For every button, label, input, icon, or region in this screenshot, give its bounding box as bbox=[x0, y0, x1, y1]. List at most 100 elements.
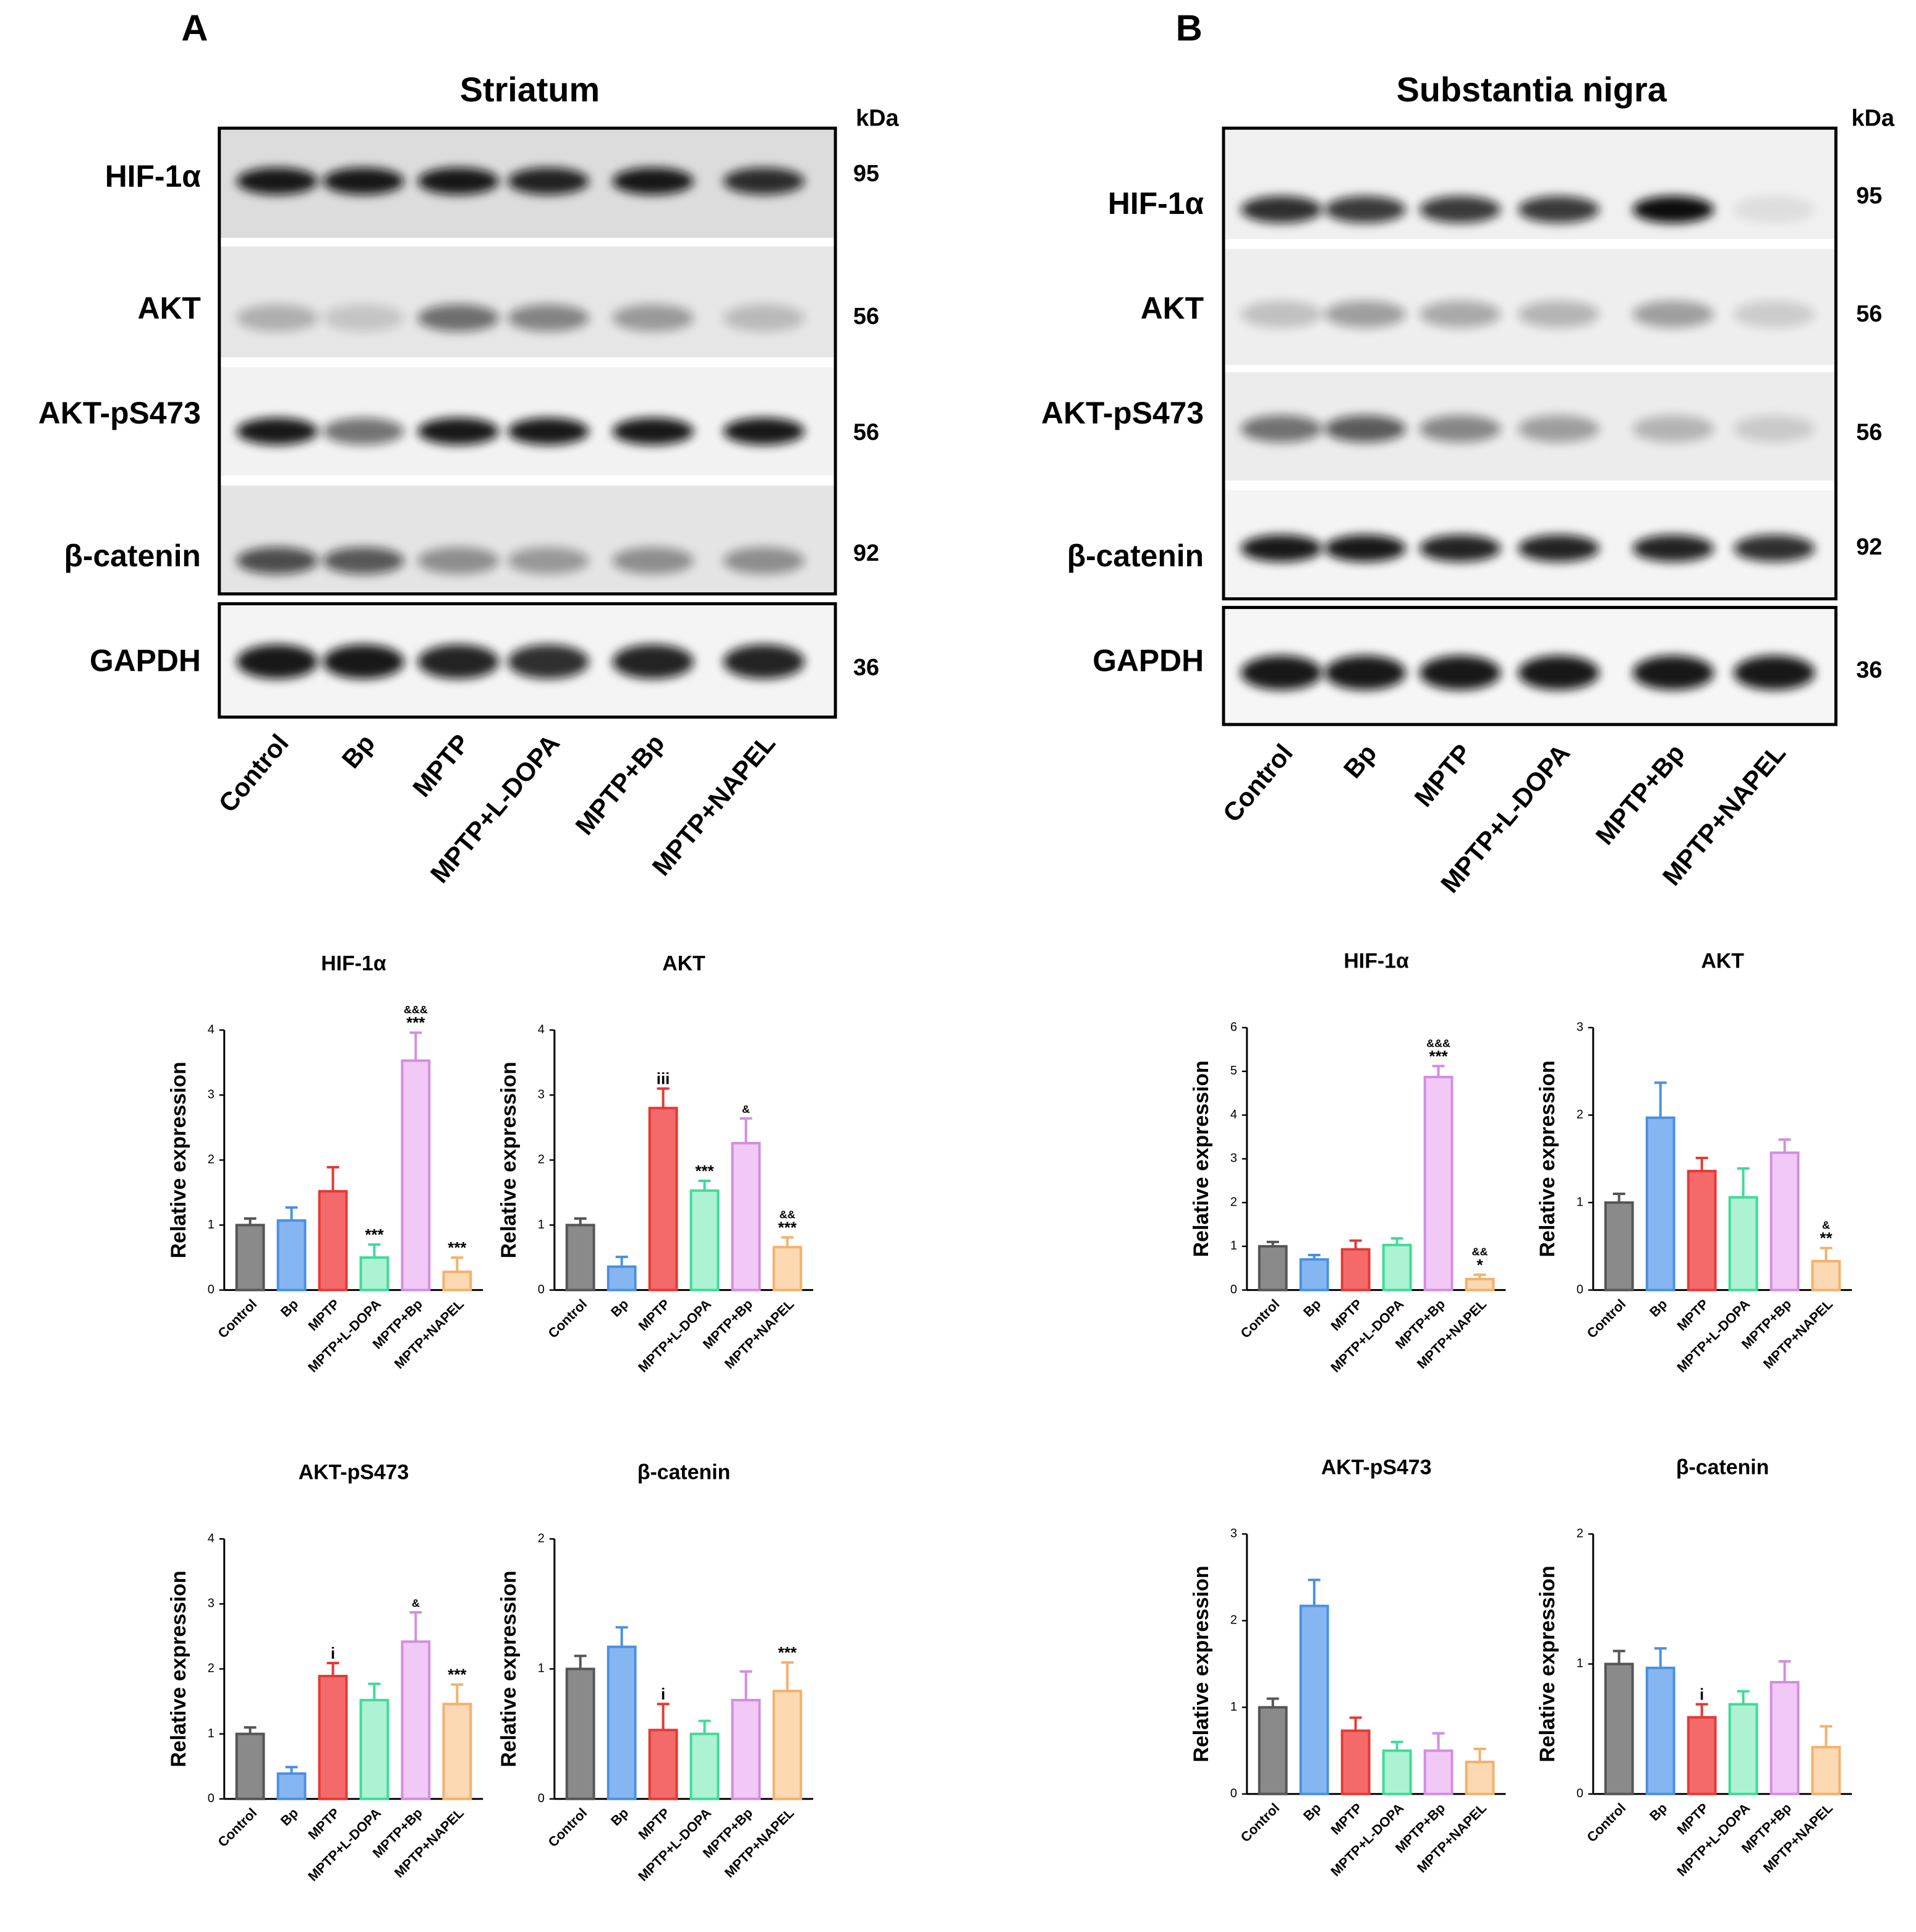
bar bbox=[1465, 1760, 1495, 1795]
y-axis-label: Relative expression bbox=[1190, 1060, 1213, 1257]
bar bbox=[401, 1640, 431, 1800]
blot-band bbox=[612, 547, 694, 574]
significance-label: &&& bbox=[404, 1003, 428, 1016]
bar bbox=[607, 1265, 637, 1292]
x-tick-label: MPTP+L-DOPA bbox=[305, 1805, 384, 1884]
blot-band bbox=[1324, 195, 1406, 223]
bar bbox=[442, 1703, 472, 1800]
bar bbox=[1687, 1716, 1717, 1795]
blot-band bbox=[723, 644, 805, 679]
x-tick-label: Control bbox=[1238, 1800, 1283, 1845]
blot-band bbox=[723, 168, 805, 195]
bar bbox=[1728, 1196, 1758, 1292]
x-tick-label: Bp bbox=[278, 1296, 301, 1320]
lane-label: MPTP+Bp bbox=[569, 728, 670, 840]
bar bbox=[1811, 1259, 1841, 1292]
blot-band bbox=[417, 644, 500, 679]
lane-label: Control bbox=[213, 728, 294, 817]
y-axis-label: Relative expression bbox=[167, 1062, 190, 1258]
y-tick-label: 6 bbox=[1230, 1020, 1237, 1034]
bar bbox=[772, 1246, 803, 1292]
blot-band bbox=[323, 417, 404, 445]
blot-band bbox=[1240, 415, 1322, 443]
blot-band bbox=[1632, 195, 1714, 223]
chart-title: β-catenin bbox=[1676, 1456, 1769, 1479]
lane-label: MPTP+Bp bbox=[1590, 738, 1690, 850]
blot-band bbox=[1734, 195, 1815, 223]
lane-label: Control bbox=[1217, 738, 1298, 827]
bar bbox=[565, 1223, 595, 1292]
blot-frame bbox=[218, 602, 837, 719]
blot-frame bbox=[1222, 606, 1837, 726]
significance-label: *** bbox=[778, 1645, 797, 1662]
x-tick-label: MPTP bbox=[635, 1296, 673, 1334]
x-tick-label: Control bbox=[545, 1296, 590, 1342]
lane-label: Bp bbox=[1338, 738, 1382, 783]
blot-band bbox=[1734, 534, 1815, 562]
significance-label: & bbox=[1822, 1219, 1830, 1232]
significance-label: ** bbox=[1820, 1230, 1833, 1248]
blot-frame bbox=[1222, 126, 1837, 601]
x-tick-label: Bp bbox=[608, 1805, 631, 1829]
blot-band bbox=[1419, 300, 1501, 328]
blot-band bbox=[323, 168, 404, 195]
bar bbox=[1258, 1245, 1288, 1292]
blot-band bbox=[417, 547, 500, 574]
bar bbox=[401, 1059, 431, 1292]
bar bbox=[1811, 1746, 1841, 1795]
bar bbox=[1340, 1729, 1371, 1795]
significance-label: & bbox=[412, 1597, 420, 1609]
y-tick-label: 3 bbox=[208, 1597, 215, 1611]
bar bbox=[276, 1772, 307, 1800]
y-tick-label: 5 bbox=[1230, 1064, 1237, 1078]
x-tick-label: Control bbox=[1584, 1296, 1629, 1342]
y-tick-label: 0 bbox=[1230, 1283, 1237, 1296]
y-tick-label: 4 bbox=[1230, 1108, 1237, 1121]
chart-title: HIF-1α bbox=[321, 951, 386, 975]
bar bbox=[276, 1219, 307, 1292]
bar bbox=[1645, 1666, 1675, 1795]
significance-label: *** bbox=[365, 1227, 384, 1244]
x-tick-label: MPTP bbox=[305, 1805, 343, 1843]
blot-band bbox=[1240, 195, 1322, 223]
bar bbox=[1728, 1703, 1758, 1795]
blot-band bbox=[1632, 655, 1714, 691]
blot-kda: 56 bbox=[853, 420, 879, 446]
y-tick-label: 2 bbox=[1230, 1195, 1237, 1209]
y-tick-label: 1 bbox=[208, 1218, 215, 1232]
y-tick-label: 0 bbox=[1577, 1283, 1583, 1296]
blot-band bbox=[508, 168, 589, 195]
blot-kda: 56 bbox=[1856, 301, 1882, 327]
x-tick-label: MPTP+L-DOPA bbox=[1327, 1800, 1407, 1879]
x-tick-label: Bp bbox=[1300, 1800, 1324, 1824]
bar bbox=[1340, 1248, 1371, 1292]
x-tick-label: MPTP+L-DOPA bbox=[1674, 1800, 1753, 1879]
y-axis-label: Relative expression bbox=[497, 1570, 521, 1767]
blot-band bbox=[723, 304, 805, 332]
blot-label: GAPDH bbox=[1092, 643, 1204, 678]
significance-label: *** bbox=[778, 1219, 797, 1236]
blot-band bbox=[323, 304, 404, 332]
significance-label: &&& bbox=[1426, 1037, 1450, 1049]
x-tick-label: MPTP+L-DOPA bbox=[1327, 1296, 1407, 1375]
significance-label: & bbox=[742, 1103, 750, 1115]
blot-kda: 92 bbox=[853, 540, 879, 566]
blot-label: β-catenin bbox=[64, 538, 200, 573]
x-tick-label: Bp bbox=[1646, 1800, 1670, 1824]
y-tick-label: 2 bbox=[208, 1662, 215, 1675]
x-tick-label: MPTP+L-DOPA bbox=[635, 1805, 714, 1884]
blot-kda: 92 bbox=[1856, 534, 1882, 560]
y-tick-label: 4 bbox=[538, 1023, 545, 1036]
y-tick-label: 2 bbox=[208, 1153, 215, 1167]
blot-band bbox=[1324, 415, 1406, 443]
lane-label: MPTP bbox=[407, 728, 475, 802]
blot-label: AKT-pS473 bbox=[1041, 396, 1204, 430]
blot-label: β-catenin bbox=[1067, 538, 1204, 573]
blot-band bbox=[1240, 534, 1322, 562]
bar bbox=[1258, 1706, 1288, 1795]
blot-band bbox=[236, 417, 318, 445]
y-tick-label: 0 bbox=[538, 1283, 545, 1296]
blot-band bbox=[236, 168, 318, 195]
blot-band bbox=[1324, 655, 1406, 691]
